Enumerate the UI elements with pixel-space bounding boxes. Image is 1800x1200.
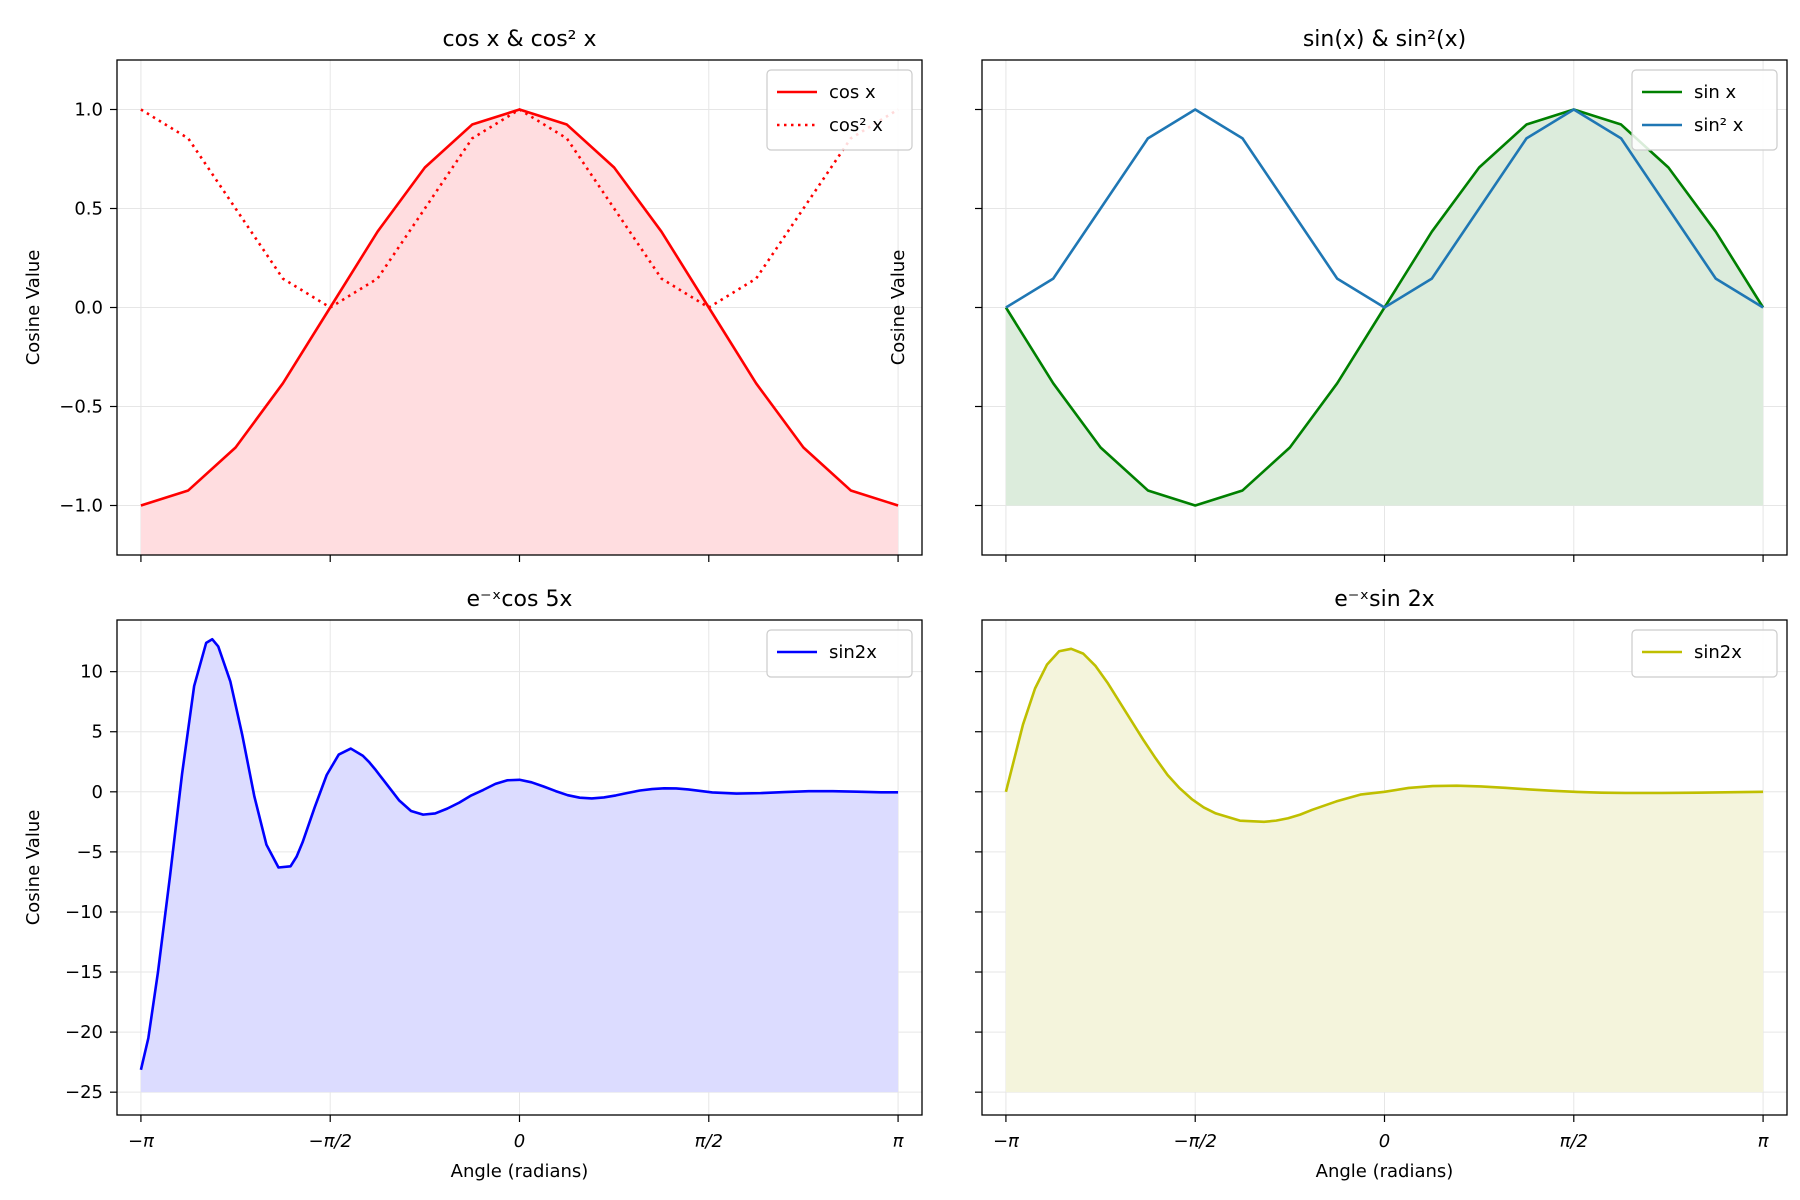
x-tick-label: π	[1758, 1131, 1770, 1152]
series-line-1	[1004, 647, 1764, 824]
x-tick-label: −π	[128, 1131, 155, 1152]
y-tick-label: 1.0	[74, 100, 103, 121]
legend-label: cos² x	[829, 115, 883, 136]
y-axis-label: Cosine Value	[888, 250, 909, 366]
y-tick-label: 0	[92, 782, 103, 803]
x-tick-label: −π	[993, 1131, 1020, 1152]
legend-box	[766, 69, 913, 151]
area-fill	[140, 639, 899, 1093]
series-line-1	[139, 637, 899, 1071]
series-line-2	[1005, 108, 1764, 309]
y-tick-label: 10	[80, 662, 103, 683]
y-axis-label: Cosine Value	[23, 810, 44, 926]
x-tick-label: −π/2	[1173, 1131, 1216, 1152]
chart-panel-1: −1.0 −0.5 0.0 0.5 1.0 cos x & cos² x Cosine Va…	[23, 27, 923, 562]
chart-title: e⁻ˣsin 2x	[1334, 587, 1434, 612]
legend-label: sin² x	[1694, 115, 1744, 136]
legend-label: sin2x	[829, 642, 877, 663]
legend-box	[766, 629, 913, 678]
y-tick-label: −1.0	[59, 496, 103, 517]
y-tick-label: −5	[76, 842, 103, 863]
chart-panel-2: sin(x) & sin²(x) Cosine Value sin x sin² x	[888, 27, 1788, 562]
x-tick-label: −π/2	[308, 1131, 351, 1152]
legend: sin x sin² x	[1631, 69, 1778, 151]
chart-panel-3: −π −π/2 0 π/2 π −25 −20 −15 −10 −5 0 5 10 e⁻ˣcos 5x An…	[23, 587, 923, 1182]
legend: cos x cos² x	[766, 69, 913, 151]
chart-panel-4: −π −π/2 0 π/2 π e⁻ˣsin 2x Angle (radians) sin2x	[975, 587, 1788, 1182]
x-axis-label: Angle (radians)	[1316, 1161, 1454, 1182]
y-tick-label: −10	[65, 902, 103, 923]
y-tick-label: −0.5	[59, 397, 103, 418]
area-fill	[140, 109, 899, 555]
legend-label: cos x	[829, 82, 876, 103]
x-tick-label: 0	[514, 1131, 525, 1152]
legend: sin2x	[1631, 629, 1778, 678]
x-tick-label: 0	[1379, 1131, 1390, 1152]
chart-title: e⁻ˣcos 5x	[467, 587, 573, 612]
x-tick-label: π/2	[695, 1131, 723, 1152]
y-tick-label: 5	[92, 722, 103, 743]
x-axis-label: Angle (radians)	[451, 1161, 589, 1182]
legend: sin2x	[766, 629, 913, 678]
area-fill	[1005, 648, 1764, 1093]
y-tick-label: 0.0	[74, 298, 103, 319]
x-tick-label: π	[893, 1131, 905, 1152]
legend-label: sin x	[1694, 82, 1737, 103]
y-tick-label: −20	[65, 1022, 103, 1043]
legend-label: sin2x	[1694, 642, 1742, 663]
y-tick-label: −25	[65, 1082, 103, 1103]
chart-title: cos x & cos² x	[442, 27, 596, 52]
chart-title: sin(x) & sin²(x)	[1303, 27, 1466, 52]
y-tick-label: −15	[65, 962, 103, 983]
legend-box	[1631, 629, 1778, 678]
y-tick-label: 0.5	[74, 199, 103, 220]
series-line-2	[140, 108, 899, 309]
legend-box	[1631, 69, 1778, 151]
x-tick-label: π/2	[1560, 1131, 1588, 1152]
y-axis-label: Cosine Value	[23, 250, 44, 366]
